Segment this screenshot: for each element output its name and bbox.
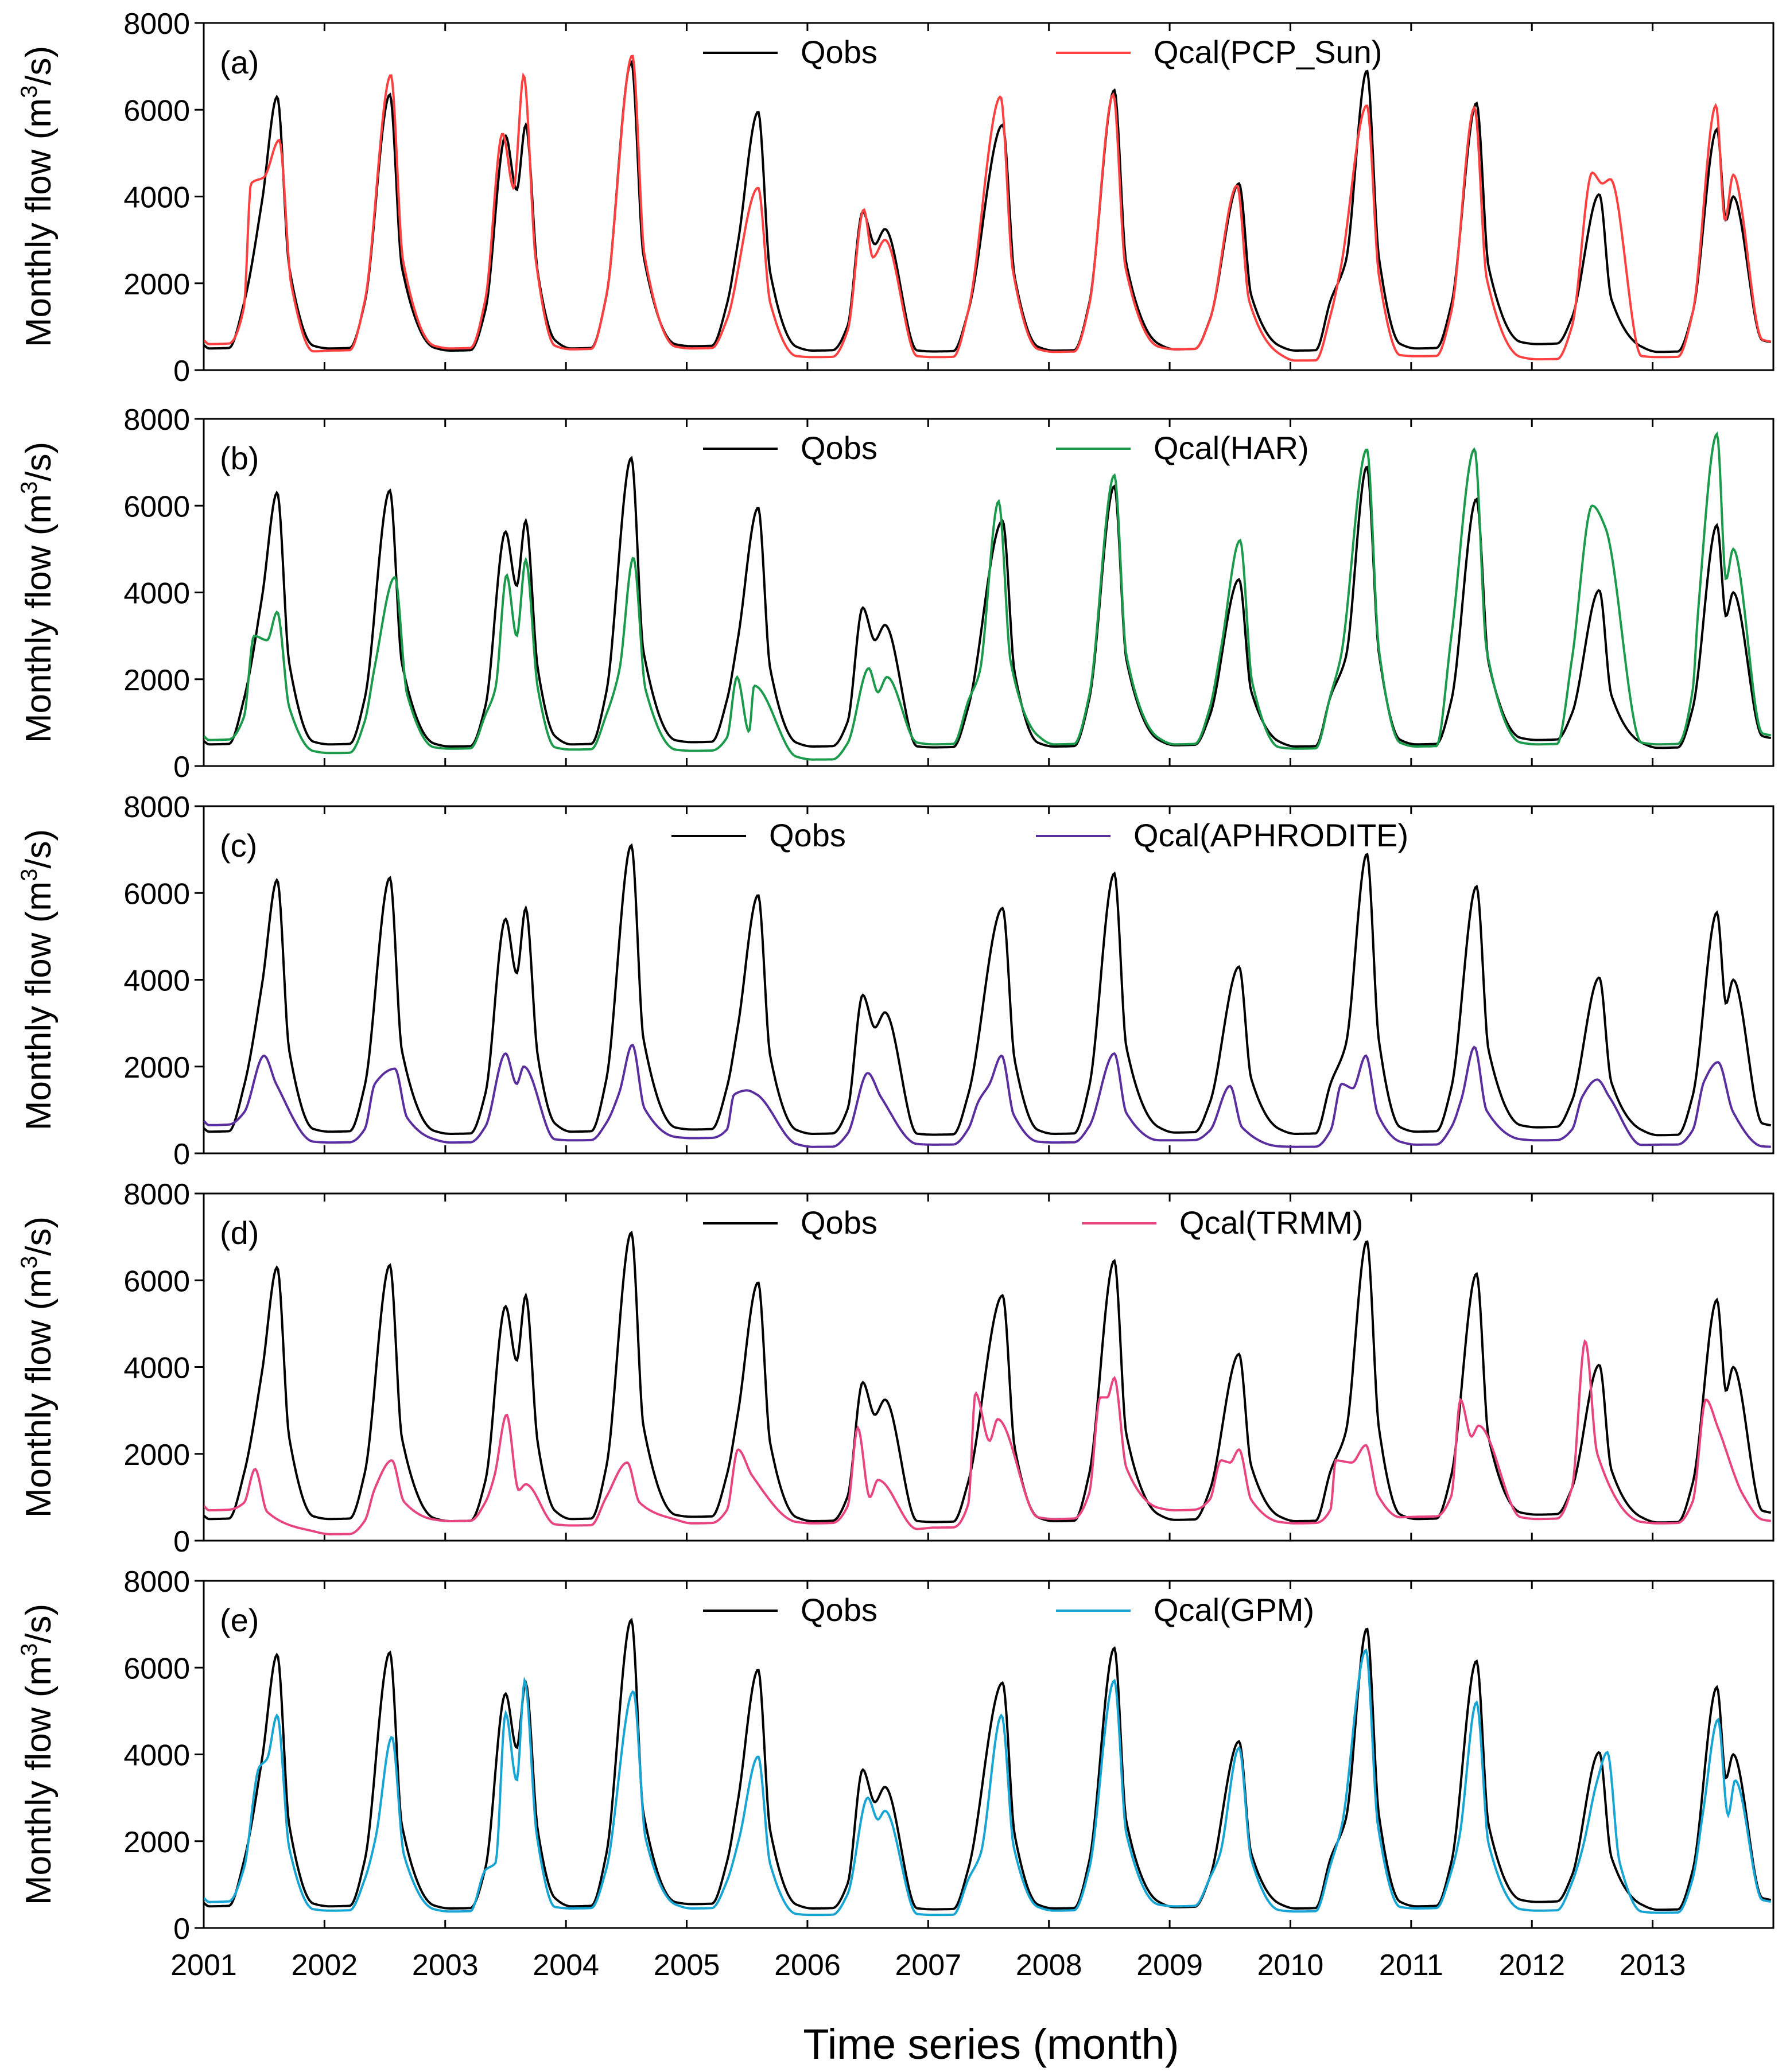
legend-qcal-label: Qcal(HAR)	[1154, 430, 1309, 466]
panel-e: 0 2000 4000 6000 8000 Monthly flow (m3/s) (e) Q…	[17, 1565, 1775, 1946]
panel-d: 0 2000 4000 6000 8000 Monthly flow (m3/s) (d) Q…	[17, 1178, 1775, 1558]
y-tick-label: 6000	[123, 1652, 190, 1685]
panel-label: (e)	[220, 1602, 259, 1638]
y-tick-label: 8000	[123, 403, 190, 437]
panel-b: 0 2000 4000 6000 8000 Monthly flow (m3/s) (b) Q…	[17, 403, 1775, 784]
legend-qobs-label: Qobs	[801, 1592, 877, 1628]
legend-qobs-label: Qobs	[769, 817, 846, 853]
y-tick-label: 2000	[123, 268, 190, 301]
panel-label: (d)	[220, 1215, 259, 1251]
y-tick-label: 2000	[123, 664, 190, 697]
y-tick-label: 8000	[123, 791, 190, 824]
y-tick-label: 4000	[123, 1352, 190, 1385]
series-qcal	[204, 1043, 1771, 1148]
x-tick-label: 2007	[895, 1949, 961, 1982]
y-tick-label: 4000	[123, 181, 190, 215]
x-tick-label: 2005	[654, 1949, 720, 1982]
panel-c: 0 2000 4000 6000 8000 Monthly flow (m3/s) (c) Q…	[17, 791, 1775, 1171]
plot-frame	[203, 22, 1775, 371]
y-tick-label: 8000	[123, 1565, 190, 1599]
y-tick-label: 4000	[123, 965, 190, 998]
x-tick-label: 2002	[292, 1949, 358, 1982]
x-tick-label: 2013	[1620, 1949, 1686, 1982]
y-tick-label: 0	[173, 1525, 190, 1558]
legend-qobs-label: Qobs	[801, 430, 877, 466]
y-tick-label: 2000	[123, 1051, 190, 1084]
series-qobs	[204, 843, 1772, 1137]
panel-label: (b)	[220, 440, 259, 476]
y-tick-label: 2000	[123, 1826, 190, 1859]
y-tick-label: 8000	[123, 1178, 190, 1211]
plot-frame	[203, 805, 1775, 1154]
x-tick-label: 2009	[1136, 1949, 1203, 1982]
x-tick-label: 2001	[170, 1949, 237, 1982]
y-tick-label: 0	[173, 1138, 190, 1171]
y-axis-title: Monthly flow (m3/s)	[17, 46, 59, 347]
panel-label: (a)	[220, 44, 259, 80]
legend-qcal-label: Qcal(GPM)	[1154, 1592, 1314, 1628]
y-tick-label: 0	[173, 1912, 190, 1946]
x-tick-label: 2012	[1498, 1949, 1565, 1982]
panel-label: (c)	[220, 827, 257, 864]
series-qcal	[204, 431, 1772, 761]
x-tick-label: 2003	[412, 1949, 479, 1982]
y-axis-title: Monthly flow (m3/s)	[17, 442, 59, 743]
series-qcal	[204, 1339, 1772, 1535]
y-axis-title: Monthly flow (m3/s)	[17, 829, 59, 1130]
y-tick-label: 6000	[123, 94, 190, 127]
y-tick-label: 6000	[123, 1265, 190, 1298]
y-tick-label: 4000	[123, 577, 190, 611]
y-tick-label: 0	[173, 355, 190, 388]
legend-qcal-label: Qcal(PCP_Sun)	[1154, 34, 1382, 70]
series-qcal	[204, 55, 1772, 362]
series-qcal	[204, 1648, 1772, 1916]
y-tick-label: 6000	[123, 490, 190, 523]
series-qobs	[204, 1230, 1772, 1524]
y-tick-label: 4000	[123, 1739, 190, 1772]
y-tick-label: 6000	[123, 877, 190, 911]
x-tick-label: 2011	[1379, 1949, 1443, 1982]
series-qobs	[204, 1618, 1772, 1911]
plot-frame	[203, 1192, 1775, 1542]
plot-frame	[203, 1580, 1775, 1929]
y-tick-label: 0	[173, 751, 190, 784]
panel-a: 0 2000 4000 6000 8000 Monthly flow (m3/s) (a) Q…	[17, 7, 1775, 388]
y-axis-title: Monthly flow (m3/s)	[17, 1604, 59, 1905]
x-axis-title: Time series (month)	[803, 2020, 1179, 2068]
legend-qcal-label: Qcal(APHRODITE)	[1133, 817, 1408, 853]
legend-qcal-label: Qcal(TRMM)	[1179, 1204, 1363, 1241]
series-qobs	[204, 60, 1772, 353]
x-tick-label: 2010	[1257, 1949, 1324, 1982]
x-tick-label: 2008	[1016, 1949, 1082, 1982]
y-tick-label: 8000	[123, 7, 190, 41]
y-axis-title: Monthly flow (m3/s)	[17, 1216, 59, 1518]
legend-qobs-label: Qobs	[801, 1204, 877, 1241]
legend-qobs-label: Qobs	[801, 34, 877, 70]
x-tick-label: 2004	[533, 1949, 599, 1982]
shared-x-axis: 2001 2002 2003 2004 2005 2006 2007 2008 2009 2010…	[170, 1949, 1686, 1982]
x-tick-label: 2006	[774, 1949, 841, 1982]
y-tick-label: 2000	[123, 1439, 190, 1472]
panels: 0 2000 4000 6000 8000 Monthly flow (m3/s) (a) Q…	[17, 7, 1775, 1946]
